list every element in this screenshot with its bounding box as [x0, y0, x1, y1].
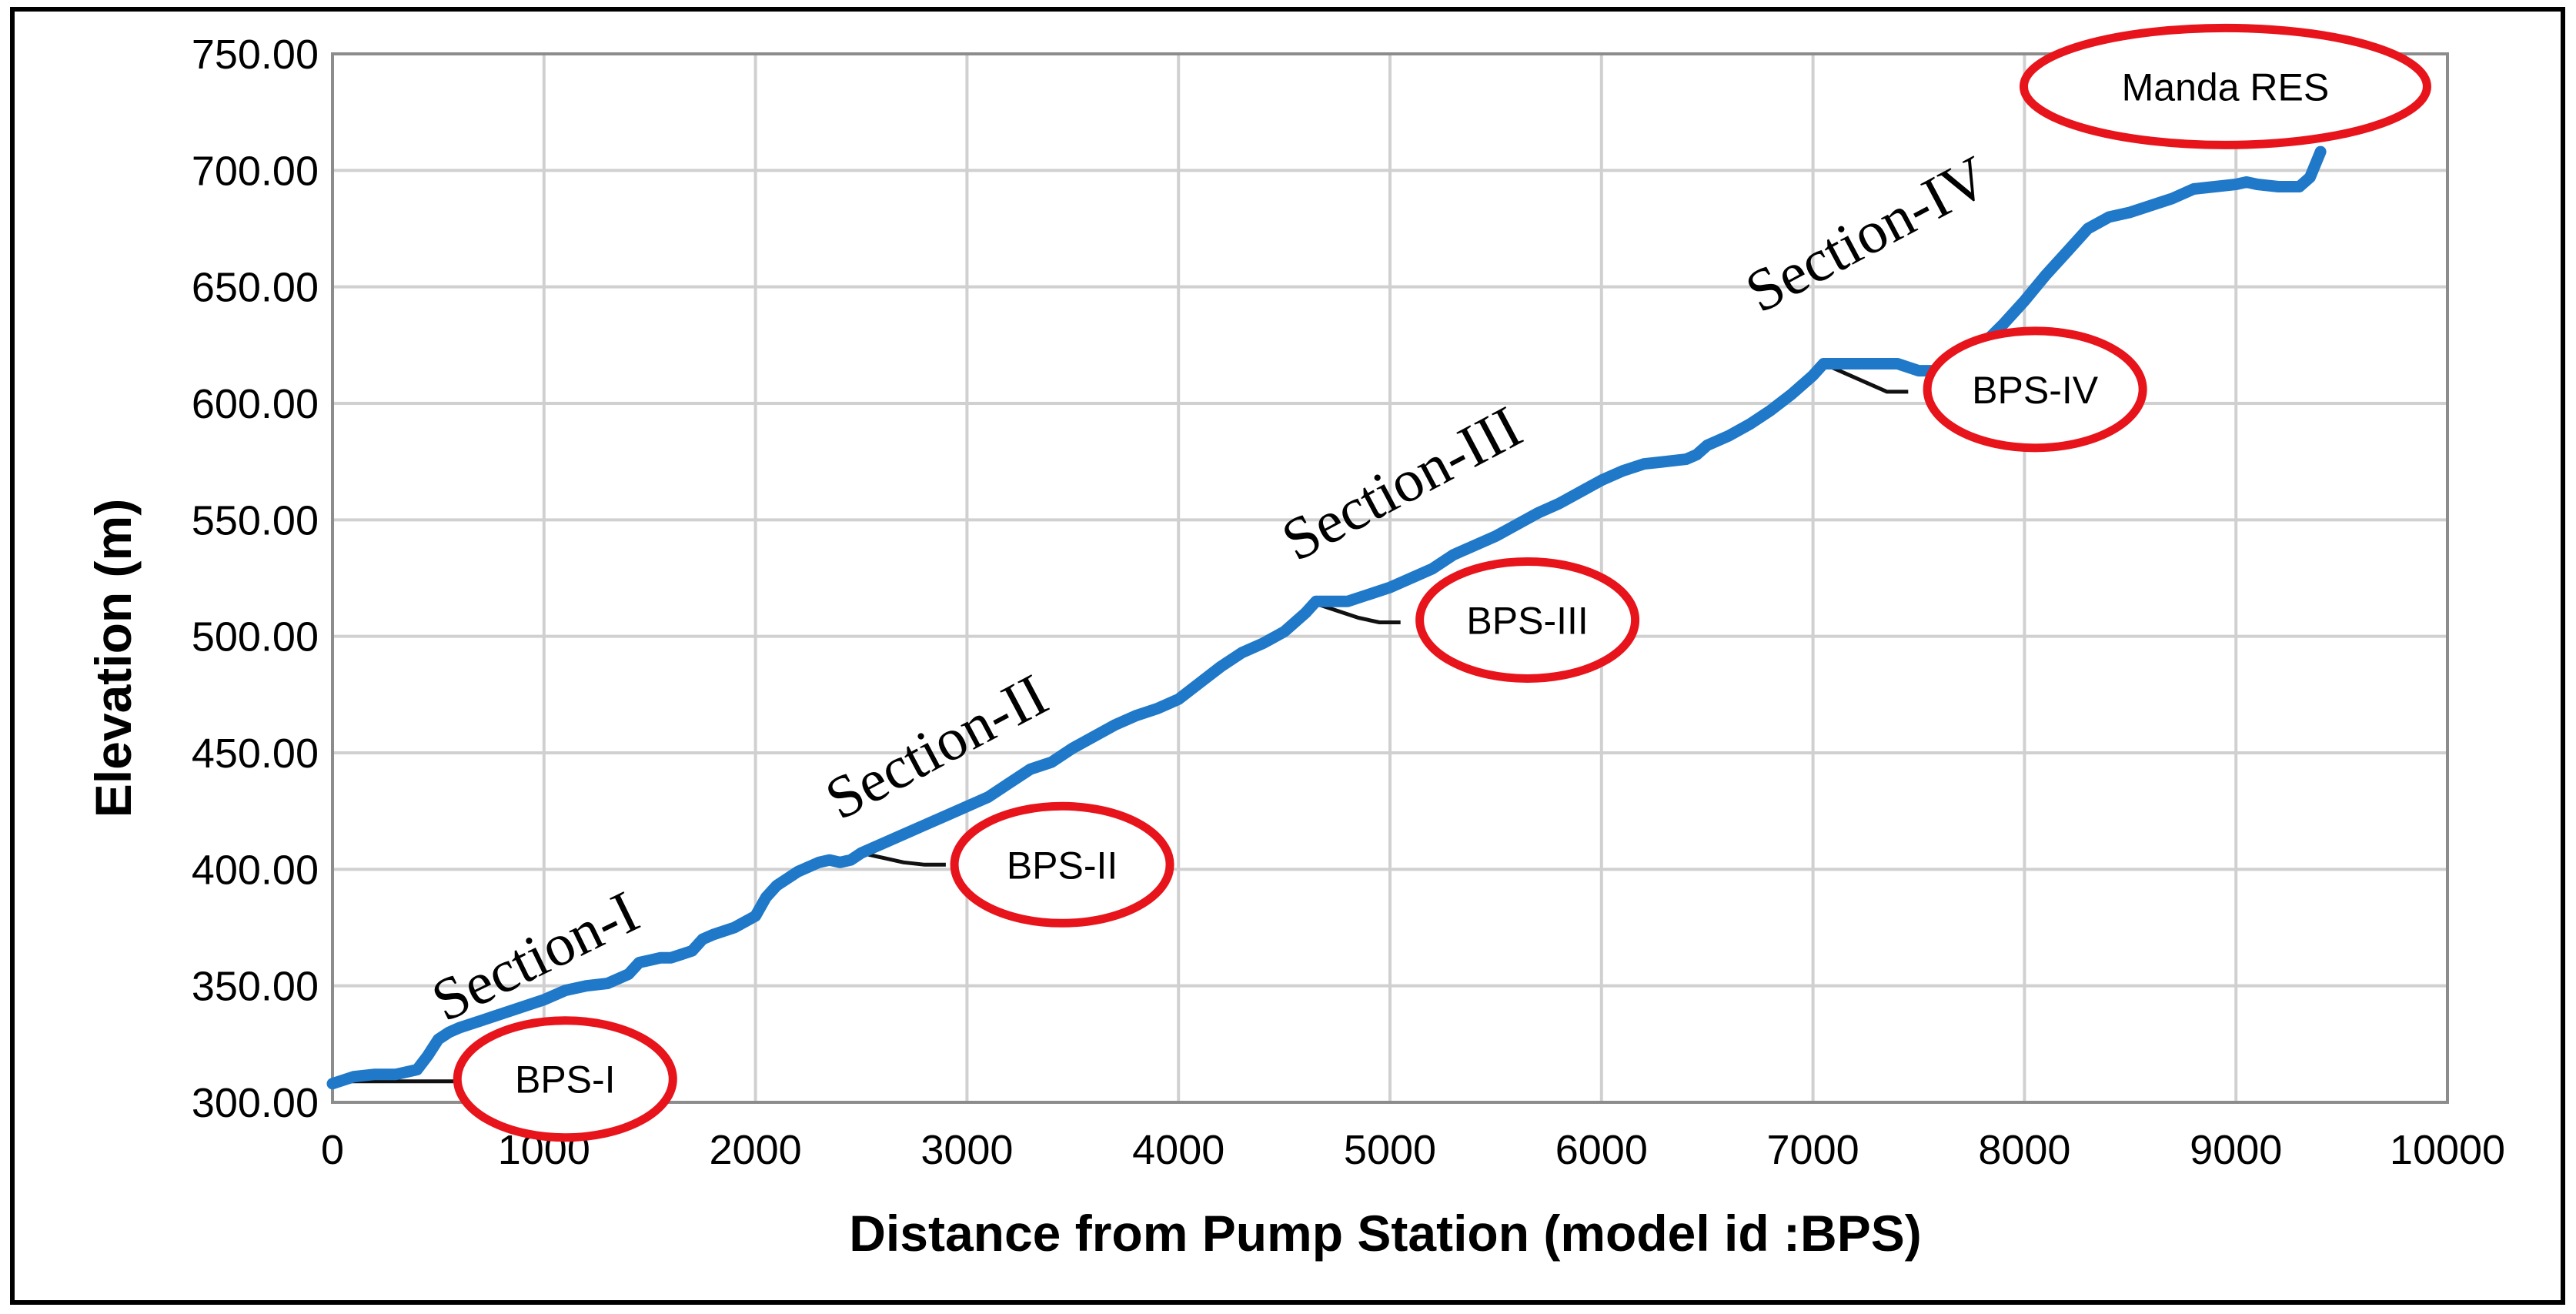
x-tick-label: 0 [321, 1127, 344, 1173]
x-tick-label: 10000 [2390, 1127, 2505, 1173]
plot-area-border [331, 52, 2449, 1104]
x-tick-labels: 0 1000 2000 3000 4000 5000 6000 7000 8000 9000 100… [321, 1127, 2505, 1173]
y-tick-label: 500.00 [192, 614, 319, 660]
annotations: Section-ISection-IISection-IIISection-IV… [422, 23, 2431, 1142]
bypass-line [1823, 362, 1909, 394]
station-ellipse [1923, 326, 2147, 453]
section-label: Section-I [422, 878, 649, 1035]
station-label: BPS-II [1007, 844, 1118, 887]
x-tick-label: 9000 [2190, 1127, 2282, 1173]
x-axis-title: Distance from Pump Station (model id :BP… [849, 1205, 1921, 1262]
x-tick-label: 8000 [1978, 1127, 2070, 1173]
y-tick-label: 550.00 [192, 497, 319, 543]
station-ellipse [2019, 23, 2431, 149]
x-tick-label: 4000 [1132, 1127, 1225, 1173]
y-axis-title: Elevation (m) [85, 499, 142, 817]
station-ellipse [1415, 557, 1640, 683]
y-tick-label: 350.00 [192, 964, 319, 1010]
bypass-line [860, 851, 946, 867]
section-label: Section-III [1271, 393, 1532, 573]
station-label: Manda RES [2122, 65, 2330, 109]
y-tick-label: 700.00 [192, 148, 319, 194]
y-tick-label: 400.00 [192, 847, 319, 893]
x-tick-label: 5000 [1344, 1127, 1436, 1173]
x-tick-label: 2000 [710, 1127, 802, 1173]
y-tick-label: 600.00 [192, 381, 319, 427]
x-tick-label: 3000 [920, 1127, 1013, 1173]
y-tick-label: 750.00 [192, 32, 319, 78]
y-tick-label: 300.00 [192, 1080, 319, 1126]
station-label: BPS-I [515, 1058, 616, 1102]
station-ellipse [453, 1016, 677, 1142]
x-tick-label: 7000 [1767, 1127, 1859, 1173]
station-label: BPS-IV [1972, 369, 2099, 412]
station-ellipse [950, 801, 1174, 928]
station-label: BPS-III [1466, 599, 1588, 642]
bypass-line [1315, 601, 1401, 624]
outer-frame [10, 7, 2565, 1305]
y-tick-label: 450.00 [192, 731, 319, 777]
y-tick-labels: 300.00 350.00 400.00 450.00 500.00 550.00 600.… [192, 32, 319, 1126]
y-tick-label: 650.00 [192, 265, 319, 311]
x-tick-label: 6000 [1555, 1127, 1648, 1173]
